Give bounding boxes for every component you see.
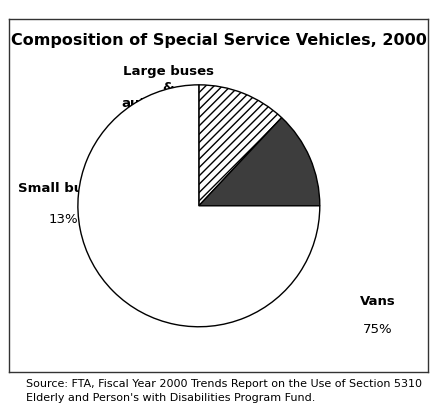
- Text: Small buses: Small buses: [18, 182, 108, 195]
- Text: Composition of Special Service Vehicles, 2000: Composition of Special Service Vehicles,…: [10, 33, 427, 48]
- Text: 12%: 12%: [153, 146, 183, 159]
- Wedge shape: [78, 85, 320, 327]
- Text: Large buses
&
automobiles: Large buses & automobiles: [122, 65, 215, 110]
- Wedge shape: [199, 118, 320, 206]
- Text: Exhibit 2-22: Exhibit 2-22: [22, 6, 111, 19]
- Text: 13%: 13%: [49, 213, 78, 226]
- Text: Vans: Vans: [360, 295, 396, 307]
- Text: 75%: 75%: [363, 323, 393, 336]
- Text: Source: FTA, Fiscal Year 2000 Trends Report on the Use of Section 5310
Elderly a: Source: FTA, Fiscal Year 2000 Trends Rep…: [25, 379, 422, 403]
- Wedge shape: [199, 85, 281, 206]
